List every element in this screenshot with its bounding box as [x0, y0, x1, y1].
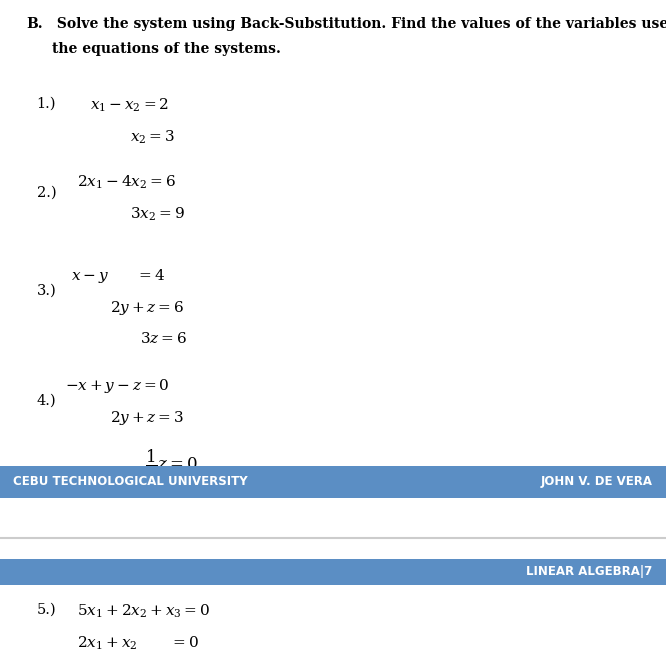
- Text: JOHN V. DE VERA: JOHN V. DE VERA: [541, 475, 653, 488]
- Text: $3z = 6$: $3z = 6$: [140, 331, 187, 346]
- Text: $2x_1 - 4x_2 = 6$: $2x_1 - 4x_2 = 6$: [77, 174, 175, 191]
- Text: 3.): 3.): [37, 284, 57, 298]
- Text: $\dfrac{1}{2}z = 0$: $\dfrac{1}{2}z = 0$: [145, 448, 198, 482]
- Text: Solve the system using Back-Substitution. Find the values of the variables used : Solve the system using Back-Substitution…: [52, 17, 666, 31]
- Text: 5.): 5.): [37, 603, 56, 617]
- Text: $2y + z = 6$: $2y + z = 6$: [110, 299, 184, 317]
- Text: 4.): 4.): [37, 394, 56, 408]
- Text: the equations of the systems.: the equations of the systems.: [52, 42, 281, 56]
- Text: B.: B.: [27, 17, 43, 31]
- FancyBboxPatch shape: [0, 466, 666, 498]
- Text: $-x + y - z = 0$: $-x + y - z = 0$: [65, 377, 169, 395]
- Text: LINEAR ALGEBRA|7: LINEAR ALGEBRA|7: [526, 565, 653, 578]
- FancyBboxPatch shape: [0, 559, 666, 584]
- Text: 2.): 2.): [37, 186, 56, 200]
- Text: $3x_2 = 9$: $3x_2 = 9$: [130, 206, 184, 223]
- Text: $2y + z = 3$: $2y + z = 3$: [110, 409, 184, 428]
- Text: $x - y \qquad = 4$: $x - y \qquad = 4$: [71, 267, 166, 285]
- Text: $2x_1 + x_2 \qquad\; = 0$: $2x_1 + x_2 \qquad\; = 0$: [77, 635, 198, 652]
- Text: 1.): 1.): [37, 97, 56, 111]
- Text: $5x_1 + 2x_2 + x_3 = 0$: $5x_1 + 2x_2 + x_3 = 0$: [77, 603, 210, 620]
- Text: CEBU TECHNOLOGICAL UNIVERSITY: CEBU TECHNOLOGICAL UNIVERSITY: [13, 475, 248, 488]
- Text: $x_1 - x_2 = 2$: $x_1 - x_2 = 2$: [90, 97, 169, 114]
- Text: $x_2 = 3$: $x_2 = 3$: [130, 129, 174, 146]
